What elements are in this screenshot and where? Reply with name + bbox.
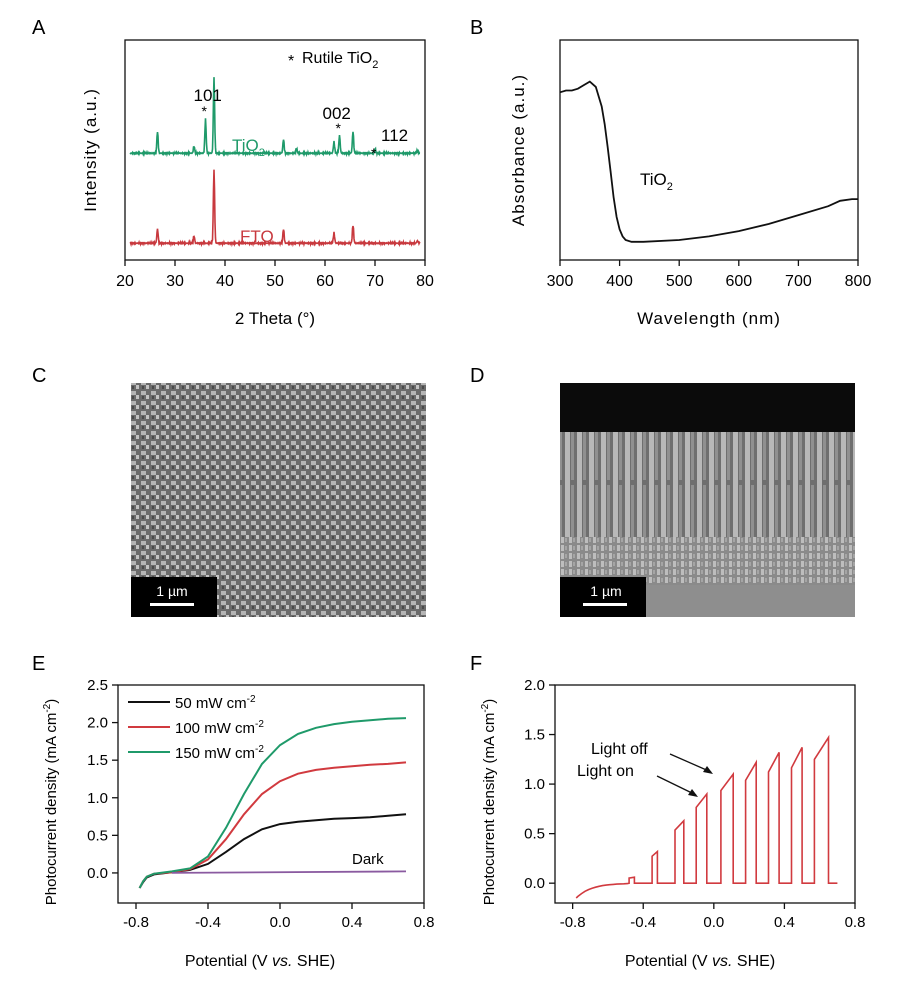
plot-frame [559, 39, 859, 261]
x-tick-label: 80 [416, 273, 434, 290]
x-tick-label: 600 [725, 273, 752, 290]
peak-label-101: 101 [194, 86, 222, 105]
x-tick-label: 0.8 [414, 914, 435, 931]
x-tick-label: 0.8 [845, 914, 866, 931]
series-line-chopped [575, 734, 838, 899]
y-tick-label: 2.0 [87, 715, 108, 732]
annotation-light-off: Light off [591, 741, 648, 758]
y-axis-label: Intensity (a.u.) [81, 88, 100, 212]
y-tick-label: 2.0 [524, 677, 545, 694]
x-tick-label: -0.4 [630, 914, 656, 931]
y-axis-label: Absorbance (a.u.) [509, 74, 528, 226]
scalebar-box [131, 577, 217, 617]
scalebar-label: 1 µm [156, 583, 187, 599]
x-tick-label: 500 [666, 273, 693, 290]
x-tick-label: 800 [845, 273, 872, 290]
peak-marker: * [336, 120, 342, 136]
arrow-light-off [669, 753, 712, 773]
sem-image-cross-section: 1 µm [560, 383, 855, 617]
peak-label-112: 112 [381, 126, 408, 145]
y-axis-label: Photocurrent density (mA cm-2) [42, 699, 60, 905]
series-label-tio2: TiO2 [232, 136, 265, 159]
x-axis-label: Potential (V vs. SHE) [185, 953, 335, 970]
y-tick-label: 1.0 [87, 790, 108, 807]
scalebar-line [583, 603, 627, 606]
x-tick-label: 30 [166, 273, 184, 290]
x-tick-label: 20 [116, 273, 134, 290]
x-tick-label: -0.8 [560, 914, 586, 931]
x-tick-label: 60 [316, 273, 334, 290]
x-tick-label: 0.4 [342, 914, 363, 931]
y-tick-label: 0.5 [87, 827, 108, 844]
legend-label: 50 mW cm-2 [175, 694, 256, 712]
y-tick-label: 0.5 [524, 826, 545, 843]
arrow-light-on [656, 775, 697, 796]
arrowhead-light-on [688, 789, 698, 797]
series-label-fto: FTO [240, 227, 274, 246]
x-tick-label: 0.0 [270, 914, 291, 931]
x-tick-label: 0.0 [703, 914, 724, 931]
series-line-3 [171, 870, 407, 874]
y-tick-label: 2.5 [87, 677, 108, 694]
y-tick-label: 0.0 [524, 875, 545, 892]
x-tick-label: 0.4 [774, 914, 795, 931]
scalebar-box [560, 577, 646, 617]
panel-letter-f: F [470, 653, 482, 675]
x-axis-label: Potential (V vs. SHE) [625, 953, 775, 970]
scalebar-line [150, 603, 194, 606]
x-tick-label: 300 [547, 273, 574, 290]
xrd-chart: 20 30 40 50 60 70 80 101* 002* 112* * Rutile TiO… [81, 39, 434, 328]
scalebar-label: 1 µm [590, 583, 621, 599]
y-tick-label: 1.5 [524, 727, 545, 744]
chopped-photocurrent-chart: -0.8 -0.4 0.0 0.4 0.8 0.0 0.5 1.0 1.5 2.0 Light o… [480, 677, 865, 970]
legend-star: * [288, 53, 294, 70]
arrowhead-light-off [703, 766, 713, 774]
x-tick-label: 700 [785, 273, 812, 290]
x-tick-label: 40 [216, 273, 234, 290]
legend-label: 150 mW cm-2 [175, 744, 264, 762]
legend-label: 100 mW cm-2 [175, 719, 264, 737]
panel-letter-d: D [470, 365, 484, 387]
series-label-dark: Dark [352, 851, 384, 868]
series-line-tio2 [129, 77, 421, 158]
sem-image-top-view: 1 µm [131, 383, 426, 617]
y-tick-label: 1.5 [87, 752, 108, 769]
annotation-light-on: Light on [577, 763, 634, 780]
peak-marker: * [202, 103, 208, 119]
x-axis-label: 2 Theta (°) [235, 309, 315, 328]
plot-frame [117, 684, 425, 904]
panel-letter-a: A [32, 17, 46, 39]
peak-label-002: 002 [323, 104, 351, 123]
y-tick-label: 0.0 [87, 865, 108, 882]
y-axis-label: Photocurrent density (mA cm-2) [480, 699, 498, 905]
panel-letter-c: C [32, 365, 46, 387]
plot-frame [554, 684, 856, 904]
x-tick-label: -0.8 [123, 914, 149, 931]
x-tick-label: 70 [366, 273, 384, 290]
y-tick-label: 1.0 [524, 776, 545, 793]
x-tick-label: 400 [606, 273, 633, 290]
panel-letter-b: B [470, 17, 483, 39]
series-line-fto [129, 169, 421, 248]
x-tick-label: 50 [266, 273, 284, 290]
series-line-tio2 [559, 80, 858, 243]
legend-note: Rutile TiO2 [302, 50, 378, 71]
photocurrent-power-chart: -0.8 -0.4 0.0 0.4 0.8 0.0 0.5 1.0 1.5 2.0 2.5 50 m… [42, 677, 434, 970]
plot-frame [124, 39, 426, 261]
peak-marker: * [371, 145, 377, 161]
series-label-tio2: TiO2 [640, 170, 673, 193]
series-line-2 [138, 717, 407, 889]
panel-letter-e: E [32, 653, 45, 675]
x-tick-label: -0.4 [195, 914, 221, 931]
absorbance-chart: 300 400 500 600 700 800 TiO2 Wavelength (nm) … [509, 39, 872, 328]
x-axis-label: Wavelength (nm) [637, 309, 781, 328]
